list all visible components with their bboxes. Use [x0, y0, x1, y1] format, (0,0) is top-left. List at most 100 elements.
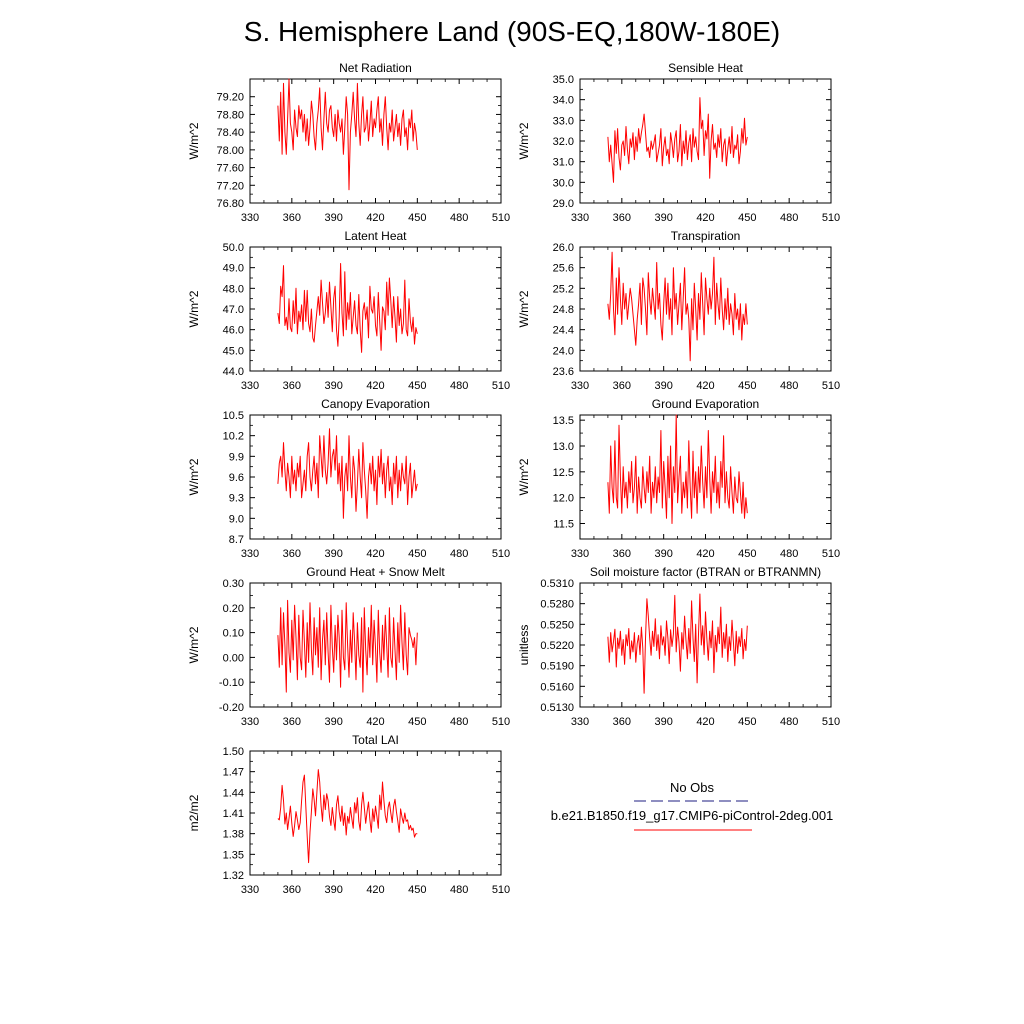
y-axis-label: W/m^2	[187, 626, 201, 663]
y-tick-label: 0.5130	[540, 702, 574, 714]
y-tick-label: 10.2	[223, 431, 244, 443]
x-tick-label: 420	[696, 380, 714, 392]
x-tick-label: 330	[571, 212, 589, 224]
y-axis-label: W/m^2	[517, 122, 531, 159]
series-line	[607, 251, 748, 362]
x-tick-label: 360	[283, 212, 301, 224]
y-tick-label: 0.00	[223, 652, 244, 664]
y-tick-label: 23.6	[553, 366, 574, 378]
panels-group: Net Radiation W/m^2 330 360 390 420 450 480 510 7…	[187, 61, 840, 896]
y-tick-label: 0.5280	[540, 599, 574, 611]
legend: No Obs b.e21.B1850.f19_g17.CMIP6-piContr…	[551, 780, 833, 831]
y-tick-label: 24.8	[553, 304, 574, 316]
panel-title: Canopy Evaporation	[321, 397, 430, 411]
panel-6: Ground Evaporation W/m^2 330 360 390 420 450 48…	[517, 397, 840, 560]
panel-title: Sensible Heat	[668, 61, 743, 75]
x-tick-label: 330	[571, 716, 589, 728]
x-tick-label: 480	[450, 212, 468, 224]
series-line	[607, 97, 748, 183]
x-tick-label: 450	[738, 548, 756, 560]
y-tick-label: 9.0	[229, 513, 244, 525]
y-tick-label: 33.0	[553, 115, 574, 127]
y-tick-label: 1.32	[223, 870, 244, 882]
plot-frame	[249, 750, 502, 876]
y-tick-label: 77.20	[216, 180, 244, 192]
y-tick-label: 1.35	[223, 849, 244, 861]
x-tick-label: 450	[408, 716, 426, 728]
panel-1: Net Radiation W/m^2 330 360 390 420 450 480 510 7…	[187, 61, 510, 224]
y-tick-label: 49.0	[223, 263, 244, 275]
y-tick-label: 25.6	[553, 263, 574, 275]
panel-title: Soil moisture factor (BTRAN or BTRANMN)	[590, 565, 821, 579]
series-line	[277, 428, 418, 519]
x-tick-label: 360	[283, 716, 301, 728]
x-tick-label: 480	[780, 380, 798, 392]
y-tick-label: 0.5250	[540, 619, 574, 631]
series-line	[277, 263, 418, 353]
x-tick-label: 450	[408, 380, 426, 392]
panel-4: Transpiration W/m^2 330 360 390 420 450 480 510 2…	[517, 229, 840, 392]
panel-title: Ground Heat + Snow Melt	[306, 565, 445, 579]
y-tick-label: 26.0	[553, 242, 574, 254]
y-tick-label: 9.3	[229, 493, 244, 505]
panel-9: Total LAI m2/m2 330 360 390 420 450 480 510 1.32 1…	[187, 733, 510, 896]
plot-frame	[579, 78, 832, 204]
x-tick-label: 330	[241, 212, 259, 224]
panel-5: Canopy Evaporation W/m^2 330 360 390 420 450 48…	[187, 397, 510, 560]
x-tick-label: 450	[738, 380, 756, 392]
x-tick-label: 330	[571, 380, 589, 392]
x-tick-label: 420	[696, 716, 714, 728]
y-tick-label: 47.0	[223, 304, 244, 316]
x-tick-label: 360	[613, 716, 631, 728]
y-tick-label: 29.0	[553, 198, 574, 210]
y-tick-label: 12.5	[553, 467, 574, 479]
x-tick-label: 360	[283, 884, 301, 896]
y-axis-label: W/m^2	[187, 290, 201, 327]
x-tick-label: 420	[366, 884, 384, 896]
x-tick-label: 390	[324, 884, 342, 896]
y-tick-label: 0.10	[223, 628, 244, 640]
x-tick-label: 330	[571, 548, 589, 560]
x-tick-label: 330	[241, 548, 259, 560]
y-tick-label: 76.80	[216, 198, 244, 210]
panel-3: Latent Heat W/m^2 330 360 390 420 450 480 510 44.…	[187, 229, 510, 392]
y-tick-label: 0.30	[223, 578, 244, 590]
x-tick-label: 390	[324, 716, 342, 728]
y-tick-label: 78.80	[216, 109, 244, 121]
x-tick-label: 330	[241, 716, 259, 728]
figure-title: S. Hemisphere Land (90S-EQ,180W-180E)	[244, 16, 780, 47]
y-tick-label: 0.20	[223, 603, 244, 615]
x-tick-label: 480	[450, 548, 468, 560]
y-tick-label: 1.47	[223, 767, 244, 779]
x-tick-label: 390	[324, 212, 342, 224]
y-tick-label: 9.9	[229, 451, 244, 463]
plot-frame	[249, 246, 502, 372]
x-tick-label: 510	[822, 380, 840, 392]
x-tick-label: 510	[822, 548, 840, 560]
y-axis-label: W/m^2	[517, 290, 531, 327]
x-tick-label: 480	[450, 716, 468, 728]
y-tick-label: 0.5220	[540, 640, 574, 652]
y-tick-label: 34.0	[553, 95, 574, 107]
y-tick-label: 35.0	[553, 74, 574, 86]
x-tick-label: 480	[780, 716, 798, 728]
y-tick-label: 13.5	[553, 415, 574, 427]
y-tick-label: -0.20	[219, 702, 244, 714]
y-tick-label: 10.5	[223, 410, 244, 422]
x-tick-label: 510	[492, 884, 510, 896]
y-tick-label: 13.0	[553, 441, 574, 453]
panel-7: Ground Heat + Snow Melt W/m^2 330 360 390 420…	[187, 565, 510, 728]
y-tick-label: 0.5190	[540, 661, 574, 673]
y-tick-label: 12.0	[553, 493, 574, 505]
y-tick-label: 9.6	[229, 472, 244, 484]
y-axis-label: W/m^2	[187, 458, 201, 495]
y-tick-label: 25.2	[553, 283, 574, 295]
y-axis-label: m2/m2	[187, 794, 201, 831]
y-tick-label: 8.7	[229, 534, 244, 546]
x-tick-label: 510	[492, 380, 510, 392]
y-tick-label: 24.0	[553, 345, 574, 357]
x-tick-label: 480	[780, 548, 798, 560]
x-tick-label: 330	[241, 884, 259, 896]
x-tick-label: 330	[241, 380, 259, 392]
x-tick-label: 510	[492, 716, 510, 728]
